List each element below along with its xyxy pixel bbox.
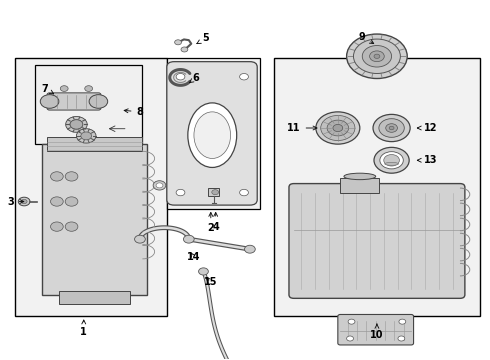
Circle shape <box>153 181 166 190</box>
Circle shape <box>346 336 353 341</box>
Text: 6: 6 <box>190 73 199 83</box>
Circle shape <box>398 336 405 341</box>
FancyBboxPatch shape <box>59 291 130 304</box>
Text: 2: 2 <box>207 212 214 233</box>
FancyBboxPatch shape <box>274 58 480 316</box>
Text: 3: 3 <box>7 197 24 207</box>
Text: 8: 8 <box>124 107 144 117</box>
Circle shape <box>384 154 399 166</box>
Circle shape <box>50 197 63 206</box>
Circle shape <box>386 124 397 132</box>
Circle shape <box>362 45 392 67</box>
Circle shape <box>81 132 92 140</box>
FancyBboxPatch shape <box>42 144 147 295</box>
Circle shape <box>374 147 409 173</box>
Text: 11: 11 <box>287 123 317 133</box>
FancyBboxPatch shape <box>289 184 465 298</box>
Circle shape <box>50 172 63 181</box>
Circle shape <box>60 86 68 91</box>
Circle shape <box>245 245 255 253</box>
Circle shape <box>76 129 96 143</box>
Circle shape <box>373 114 410 141</box>
Text: 12: 12 <box>417 123 438 133</box>
Circle shape <box>348 319 355 324</box>
Circle shape <box>70 120 83 129</box>
Circle shape <box>85 86 93 91</box>
Circle shape <box>181 47 188 52</box>
Ellipse shape <box>188 103 237 167</box>
Circle shape <box>327 120 348 136</box>
Ellipse shape <box>385 162 398 165</box>
Circle shape <box>156 183 163 188</box>
Circle shape <box>240 73 248 80</box>
Circle shape <box>240 189 248 196</box>
Circle shape <box>89 95 108 108</box>
Circle shape <box>399 319 406 324</box>
FancyBboxPatch shape <box>167 58 260 209</box>
Circle shape <box>353 39 400 73</box>
Ellipse shape <box>194 112 231 158</box>
Circle shape <box>174 40 181 45</box>
Circle shape <box>176 189 185 196</box>
Circle shape <box>135 235 146 243</box>
Text: 14: 14 <box>187 252 200 262</box>
Text: 5: 5 <box>197 33 209 44</box>
Circle shape <box>65 172 78 181</box>
FancyBboxPatch shape <box>167 62 257 205</box>
Circle shape <box>212 190 219 195</box>
Circle shape <box>379 119 404 137</box>
FancyBboxPatch shape <box>47 137 143 151</box>
Text: 13: 13 <box>417 155 438 165</box>
Circle shape <box>40 95 59 108</box>
Circle shape <box>333 125 343 132</box>
Circle shape <box>50 222 63 231</box>
Circle shape <box>66 117 87 132</box>
FancyBboxPatch shape <box>340 178 379 193</box>
Text: 7: 7 <box>41 84 54 94</box>
Circle shape <box>374 54 380 58</box>
FancyBboxPatch shape <box>208 188 219 196</box>
Circle shape <box>321 116 355 140</box>
FancyBboxPatch shape <box>15 58 167 316</box>
Text: 10: 10 <box>370 324 384 340</box>
Circle shape <box>316 112 360 144</box>
FancyBboxPatch shape <box>47 93 101 110</box>
Circle shape <box>70 120 83 129</box>
Circle shape <box>183 235 194 243</box>
Circle shape <box>389 126 394 130</box>
Circle shape <box>65 197 78 206</box>
Circle shape <box>380 152 403 169</box>
Text: 4: 4 <box>212 212 219 231</box>
Circle shape <box>18 197 30 206</box>
Circle shape <box>65 222 78 231</box>
Ellipse shape <box>344 173 376 180</box>
Text: 15: 15 <box>204 277 218 287</box>
Text: 9: 9 <box>359 32 374 44</box>
Circle shape <box>346 34 407 78</box>
FancyBboxPatch shape <box>338 315 414 345</box>
Circle shape <box>21 199 27 204</box>
Text: 1: 1 <box>80 320 87 337</box>
Circle shape <box>198 268 208 275</box>
FancyBboxPatch shape <box>35 65 143 144</box>
Circle shape <box>369 51 384 62</box>
Circle shape <box>176 73 185 80</box>
